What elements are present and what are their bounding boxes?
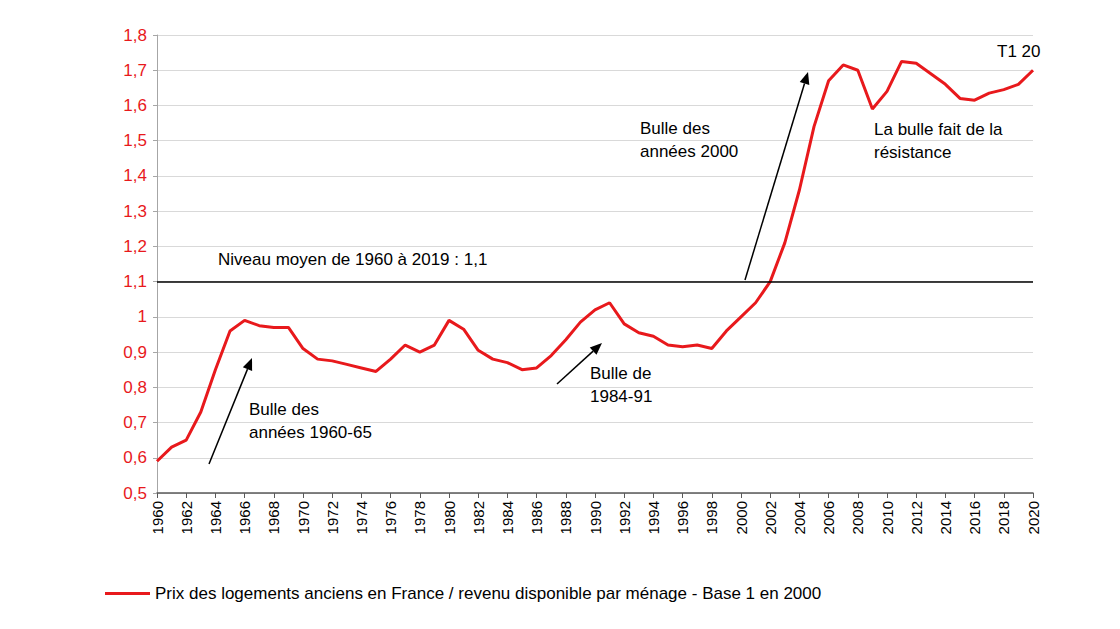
svg-text:2000: 2000: [733, 501, 750, 534]
svg-text:0,8: 0,8: [123, 378, 147, 397]
svg-text:1998: 1998: [703, 501, 720, 534]
svg-text:2016: 2016: [966, 501, 983, 534]
svg-text:1992: 1992: [616, 501, 633, 534]
svg-text:1,6: 1,6: [123, 96, 147, 115]
svg-text:années 1960-65: années 1960-65: [249, 423, 372, 442]
svg-text:0,5: 0,5: [123, 484, 147, 503]
svg-text:2010: 2010: [879, 501, 896, 534]
svg-text:1990: 1990: [587, 501, 604, 534]
svg-text:1: 1: [138, 307, 147, 326]
svg-text:1964: 1964: [207, 501, 224, 534]
svg-text:2008: 2008: [849, 501, 866, 534]
svg-text:1,2: 1,2: [123, 237, 147, 256]
svg-text:1994: 1994: [645, 501, 662, 534]
svg-text:1,4: 1,4: [123, 166, 147, 185]
svg-text:1962: 1962: [178, 501, 195, 534]
svg-text:1978: 1978: [411, 501, 428, 534]
svg-text:1980: 1980: [441, 501, 458, 534]
svg-text:1,3: 1,3: [123, 202, 147, 221]
svg-text:1,8: 1,8: [123, 26, 147, 45]
svg-text:années 2000: années 2000: [640, 142, 738, 161]
svg-text:résistance: résistance: [874, 143, 951, 162]
svg-text:1966: 1966: [236, 501, 253, 534]
svg-text:1972: 1972: [324, 501, 341, 534]
svg-text:2018: 2018: [995, 501, 1012, 534]
svg-text:1982: 1982: [470, 501, 487, 534]
svg-text:1970: 1970: [295, 501, 312, 534]
svg-text:1,5: 1,5: [123, 131, 147, 150]
svg-text:1984-91: 1984-91: [590, 387, 652, 406]
svg-text:Bulle des: Bulle des: [640, 119, 710, 138]
svg-text:2014: 2014: [937, 501, 954, 534]
svg-text:2004: 2004: [791, 501, 808, 534]
svg-text:2006: 2006: [820, 501, 837, 534]
svg-text:T1 20: T1 20: [997, 42, 1040, 61]
svg-text:1986: 1986: [528, 501, 545, 534]
svg-text:La bulle fait de la: La bulle fait de la: [874, 120, 1003, 139]
svg-text:1976: 1976: [382, 501, 399, 534]
svg-text:1974: 1974: [353, 501, 370, 534]
svg-text:2020: 2020: [1025, 501, 1042, 534]
svg-text:1984: 1984: [499, 501, 516, 534]
svg-text:0,9: 0,9: [123, 343, 147, 362]
svg-text:0,6: 0,6: [123, 448, 147, 467]
svg-text:Prix des logements anciens en: Prix des logements anciens en France / r…: [155, 584, 821, 603]
svg-text:1,1: 1,1: [123, 272, 147, 291]
svg-text:2012: 2012: [908, 501, 925, 534]
svg-text:0,7: 0,7: [123, 413, 147, 432]
svg-text:1996: 1996: [674, 501, 691, 534]
svg-text:1,7: 1,7: [123, 61, 147, 80]
svg-text:1968: 1968: [265, 501, 282, 534]
svg-text:Bulle des: Bulle des: [249, 400, 319, 419]
svg-text:Niveau moyen de 1960 à 2019 :: Niveau moyen de 1960 à 2019 : 1,1: [218, 250, 487, 269]
svg-text:1988: 1988: [557, 501, 574, 534]
svg-text:2002: 2002: [762, 501, 779, 534]
svg-text:Bulle de: Bulle de: [590, 364, 651, 383]
svg-text:1960: 1960: [149, 501, 166, 534]
